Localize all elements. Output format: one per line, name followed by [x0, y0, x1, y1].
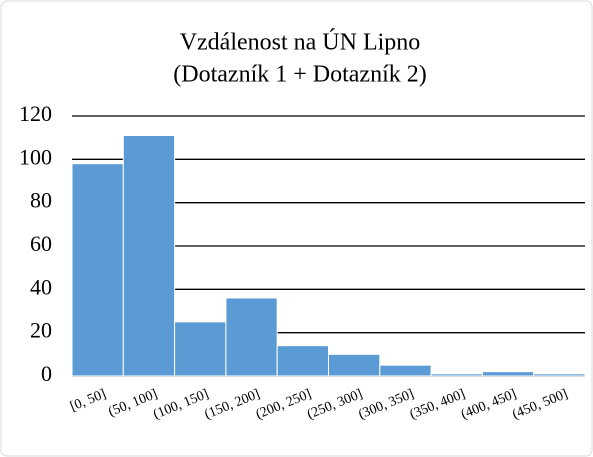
bar	[225, 297, 278, 377]
y-tick-label: 40	[30, 274, 52, 299]
bar	[276, 345, 330, 377]
y-tick-label: 80	[30, 188, 52, 213]
bar	[122, 135, 176, 377]
bar	[328, 353, 381, 377]
bar	[174, 321, 227, 377]
y-tick-label: 60	[30, 231, 52, 256]
y-tick-label: 0	[41, 361, 52, 386]
bar	[481, 371, 535, 377]
bar	[430, 373, 483, 377]
bar	[533, 373, 586, 377]
y-tick-label: 120	[19, 101, 52, 126]
chart-title: (Dotazník 1 + Dotazník 2)	[173, 62, 426, 88]
chart-title: Vzdálenost na ÚN Lipno	[180, 29, 421, 56]
y-tick-label: 100	[19, 144, 52, 169]
y-tick-label: 20	[30, 318, 52, 343]
bar	[71, 163, 124, 377]
bar	[379, 364, 432, 377]
